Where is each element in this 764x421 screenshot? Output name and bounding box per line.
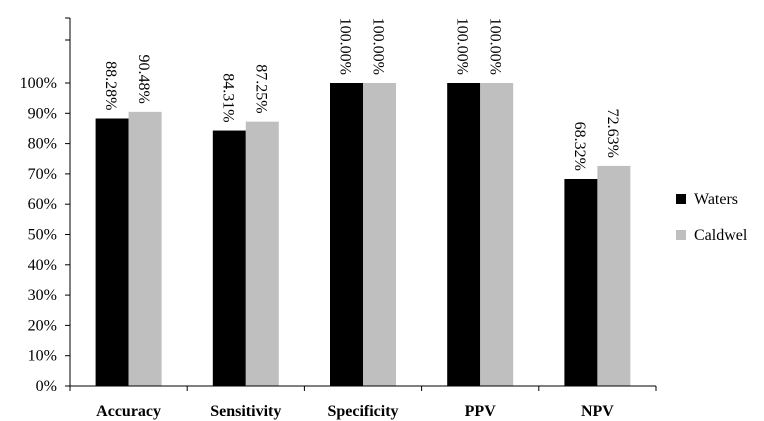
bar-waters-sensitivity xyxy=(212,130,246,386)
legend-label-caldwel: Caldwel xyxy=(694,227,748,244)
data-label: 87.25% xyxy=(252,64,269,113)
data-label: 84.31% xyxy=(219,73,236,122)
y-tick-label: 20% xyxy=(28,317,57,334)
y-tick-label: 50% xyxy=(28,227,57,244)
bar-waters-ppv xyxy=(447,83,481,386)
axes-layer: 0% 10% 20% 30% 40% 50% 60% 70% 80% 90% 100% Accurac… xyxy=(20,17,657,420)
bar-caldwel-accuracy xyxy=(128,111,162,387)
data-label: 100.00% xyxy=(370,18,387,75)
bars-layer xyxy=(95,83,631,387)
y-tick-label: 70% xyxy=(28,166,57,183)
bar-waters-accuracy xyxy=(95,118,129,386)
data-label: 72.63% xyxy=(604,109,621,158)
data-label: 100.00% xyxy=(337,18,354,75)
bar-caldwel-specificity xyxy=(363,83,396,386)
legend-label-waters: Waters xyxy=(694,191,738,208)
bar-waters-npv xyxy=(564,178,598,386)
data-labels-layer: 88.28% 84.31% 100.00% 100.00% 68.32% 90.48% 87… xyxy=(102,18,621,171)
data-label: 68.32% xyxy=(571,122,588,171)
data-label: 100.00% xyxy=(487,18,504,75)
y-tick-label: 30% xyxy=(28,287,57,304)
y-tick-label: 100% xyxy=(20,75,57,92)
legend-swatch-caldwel xyxy=(676,230,686,240)
x-category-label: Accuracy xyxy=(96,403,161,420)
data-label: 100.00% xyxy=(454,18,471,75)
bar-caldwel-npv xyxy=(597,165,631,386)
data-label: 88.28% xyxy=(102,61,119,110)
x-category-label: Specificity xyxy=(327,403,398,420)
bar-waters-specificity xyxy=(330,83,363,386)
legend: Waters Caldwel xyxy=(668,180,764,252)
x-category-label: PPV xyxy=(465,403,497,420)
data-label: 90.48% xyxy=(135,55,152,104)
y-tick-label: 10% xyxy=(28,348,57,365)
y-tick-label: 80% xyxy=(28,136,57,153)
legend-swatch-waters xyxy=(676,194,686,204)
x-category-label: Sensitivity xyxy=(210,403,281,420)
bar-caldwel-ppv xyxy=(480,83,514,386)
x-category-label: NPV xyxy=(581,403,614,420)
y-tick-label: 40% xyxy=(28,257,57,274)
bar-caldwel-sensitivity xyxy=(245,121,279,386)
y-tick-label: 60% xyxy=(28,196,57,213)
y-tick-label: 90% xyxy=(28,105,57,122)
y-tick-label: 0% xyxy=(36,378,57,395)
